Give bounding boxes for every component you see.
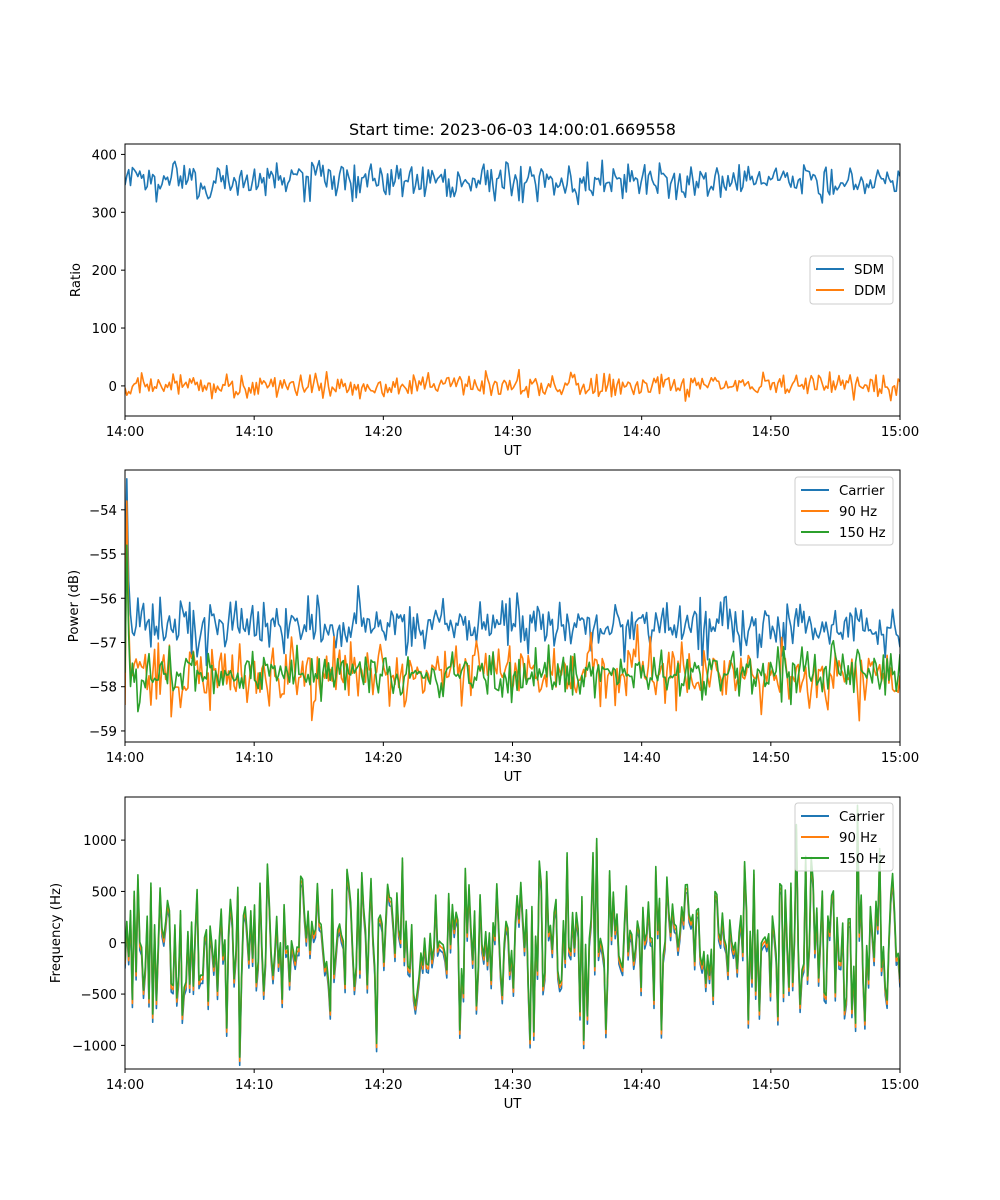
x-axis-label: UT (504, 1097, 523, 1112)
x-tick-label: 14:30 (493, 425, 531, 440)
y-tick-label: −59 (89, 725, 117, 740)
y-tick-label: −57 (89, 636, 117, 651)
legend-box (794, 476, 894, 546)
x-tick-label: 14:20 (364, 425, 402, 440)
x-tick-label: 14:10 (235, 425, 273, 440)
y-tick-label: 0 (109, 380, 117, 395)
chart-panel-3: 14:00 14:10 14:20 14:30 14:40 14:50 15:00 1000 5… (49, 796, 919, 1112)
legend-label: Carrier (839, 810, 885, 825)
x-tick-label: 14:10 (235, 1078, 273, 1093)
chart-panel-2: 14:00 14:10 14:20 14:30 14:40 14:50 15:00 −54 −5… (67, 469, 919, 785)
x-tick-label: 14:00 (106, 1078, 144, 1093)
y-tick-label: −55 (89, 548, 117, 563)
x-tick-label: 15:00 (881, 751, 919, 766)
legend-label: 90 Hz (839, 505, 877, 520)
y-tick-label: 0 (109, 937, 117, 952)
x-tick-label: 14:50 (752, 1078, 790, 1093)
x-tick-label: 14:40 (623, 1078, 661, 1093)
y-tick-label: 400 (92, 148, 117, 163)
series-line-150-hz (125, 804, 900, 1058)
x-tick-label: 14:20 (364, 1078, 402, 1093)
y-tick-label: 500 (92, 885, 117, 900)
x-tick-label: 14:20 (364, 751, 402, 766)
legend-label: DDM (854, 284, 886, 299)
y-tick-label: 1000 (83, 834, 117, 849)
x-tick-label: 14:40 (623, 425, 661, 440)
series-group (125, 804, 900, 1067)
y-tick-label: 100 (92, 322, 117, 337)
y-axis-label: Ratio (69, 263, 84, 297)
y-tick-label: −56 (89, 592, 117, 607)
y-tick-label: −58 (89, 681, 117, 696)
series-group (125, 159, 900, 402)
legend: SDM DDM (809, 255, 894, 305)
x-axis-label: UT (504, 444, 523, 459)
series-line-ddm (125, 368, 900, 402)
legend: Carrier 90 Hz 150 Hz (794, 802, 894, 872)
y-axis-label: Power (dB) (67, 570, 82, 642)
x-tick-label: 15:00 (881, 425, 919, 440)
legend-box (794, 802, 894, 872)
chart-panel-1: 14:00 14:10 14:20 14:30 14:40 14:50 15:00 0 100 2… (69, 143, 919, 459)
x-tick-label: 14:50 (752, 425, 790, 440)
legend-label: SDM (854, 263, 884, 278)
y-tick-label: 300 (92, 206, 117, 221)
x-axis-label: UT (504, 770, 523, 785)
x-tick-label: 14:00 (106, 751, 144, 766)
x-tick-label: 14:30 (493, 751, 531, 766)
legend: Carrier 90 Hz 150 Hz (794, 476, 894, 546)
y-tick-label: −1000 (72, 1039, 117, 1054)
legend-label: 150 Hz (839, 526, 886, 541)
legend-label: 150 Hz (839, 852, 886, 867)
series-line-carrier (125, 477, 900, 667)
x-tick-label: 14:30 (493, 1078, 531, 1093)
x-tick-label: 14:10 (235, 751, 273, 766)
x-tick-label: 14:00 (106, 425, 144, 440)
panels: 14:00 14:10 14:20 14:30 14:40 14:50 15:00 0 100 2… (49, 143, 919, 1112)
axes-frame (124, 469, 901, 743)
y-tick-label: 200 (92, 264, 117, 279)
series-group (125, 477, 900, 722)
legend-label: 90 Hz (839, 831, 877, 846)
series-line-sdm (125, 159, 900, 206)
y-tick-label: −54 (89, 504, 117, 519)
x-tick-label: 14:40 (623, 751, 661, 766)
y-tick-label: −500 (80, 988, 117, 1003)
x-tick-label: 14:50 (752, 751, 790, 766)
series-line-150-hz (125, 544, 900, 713)
chart-title: Start time: 2023-06-03 14:00:01.669558 (349, 120, 676, 139)
legend-label: Carrier (839, 484, 885, 499)
x-tick-label: 15:00 (881, 1078, 919, 1093)
y-axis-label: Frequency (Hz) (49, 883, 64, 983)
